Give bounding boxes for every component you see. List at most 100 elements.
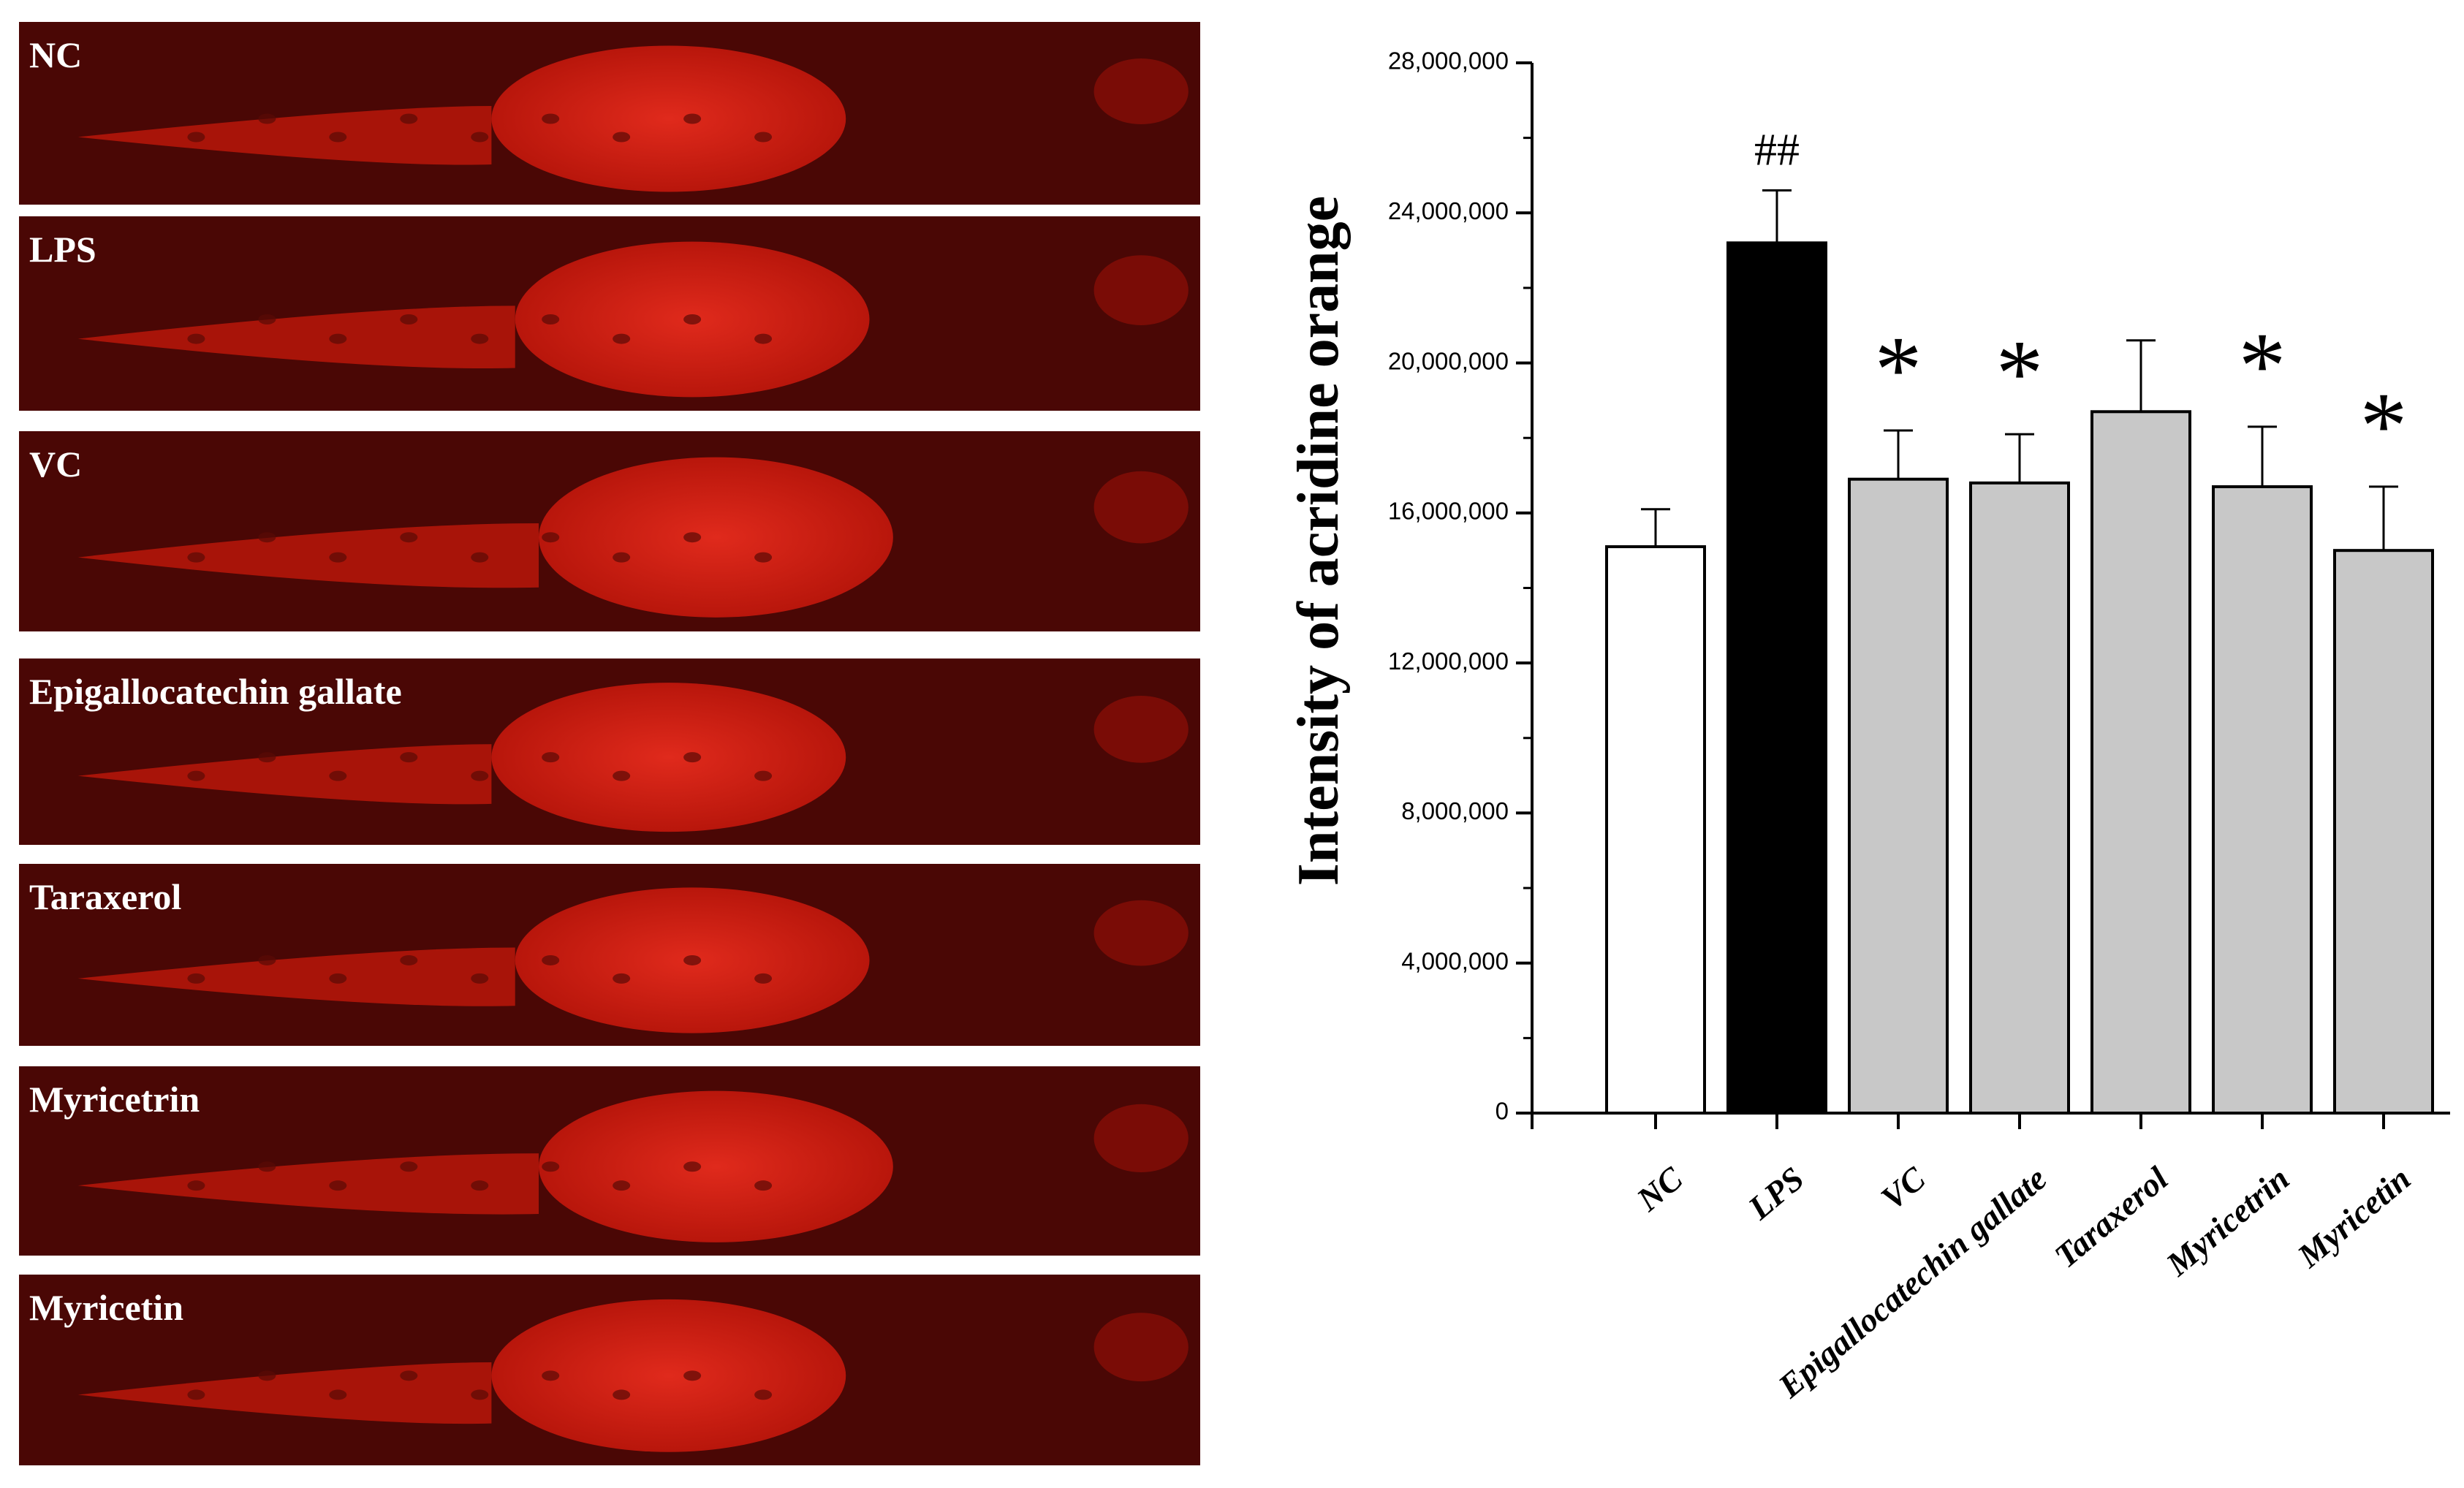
y-tick-label: 4,000,000 — [1401, 947, 1509, 974]
pigment-spot — [187, 1389, 205, 1400]
image-panel: LPS — [19, 216, 1200, 411]
pigment-spot — [329, 333, 347, 344]
bar — [1726, 241, 1827, 1115]
fish-head — [1093, 1104, 1189, 1173]
pigment-spot — [754, 333, 773, 344]
panel-label: Myricetrin — [29, 1079, 200, 1120]
image-panel: VC — [19, 431, 1200, 631]
pigment-spot — [683, 954, 702, 965]
panel-label: Epigallocatechin gallate — [29, 671, 402, 712]
image-panel: Myricetin — [19, 1275, 1200, 1465]
significance-mark: * — [1996, 321, 2044, 426]
pigment-spot — [542, 1161, 560, 1172]
pigment-spot — [258, 113, 276, 124]
fish-tail — [77, 1153, 539, 1215]
y-tick-label: 20,000,000 — [1388, 347, 1509, 374]
pigment-spot — [471, 552, 489, 563]
pigment-spot — [187, 552, 205, 563]
y-axis-title: Intensity of acridine orange — [1286, 196, 1351, 886]
significance-mark: * — [2360, 373, 2408, 479]
fish-head — [1093, 900, 1189, 966]
pigment-spot — [258, 752, 276, 763]
pigment-spot — [754, 132, 773, 143]
bar — [2212, 485, 2313, 1115]
pigment-spot — [187, 770, 205, 781]
y-tick-label: 16,000,000 — [1388, 498, 1509, 525]
pigment-spot — [258, 1161, 276, 1172]
image-panel: NC — [19, 22, 1200, 205]
pigment-spot — [329, 132, 347, 143]
pigment-spot — [400, 314, 418, 324]
pigment-spot — [187, 132, 205, 143]
panel-label: Myricetin — [29, 1287, 183, 1328]
fish-yolk — [539, 457, 893, 618]
y-tick-label: 24,000,000 — [1388, 197, 1509, 224]
pigment-spot — [542, 532, 560, 543]
panel-label: LPS — [29, 229, 96, 270]
pigment-spot — [613, 1389, 631, 1400]
fish-tail — [77, 744, 492, 805]
pigment-spot — [683, 532, 702, 543]
y-tick-label: 28,000,000 — [1388, 48, 1509, 75]
panel-label: Taraxerol — [29, 876, 181, 917]
x-tick-label: Myricetin — [2290, 1160, 2417, 1275]
pigment-spot — [754, 552, 773, 563]
pigment-spot — [187, 1180, 205, 1191]
x-tick-label: NC — [1629, 1159, 1691, 1219]
bar — [2090, 410, 2191, 1115]
pigment-spot — [613, 552, 631, 563]
bar — [1969, 481, 2070, 1115]
pigment-spot — [258, 314, 276, 324]
pigment-spot — [400, 1161, 418, 1172]
pigment-spot — [613, 973, 631, 984]
image-panel: Taraxerol — [19, 864, 1200, 1046]
pigment-spot — [187, 333, 205, 344]
fish-head — [1093, 58, 1189, 124]
pigment-spot — [542, 752, 560, 763]
pigment-spot — [754, 973, 773, 984]
pigment-spot — [683, 1370, 702, 1381]
pigment-spot — [400, 954, 418, 965]
fish-tail — [77, 523, 539, 588]
pigment-spot — [613, 1180, 631, 1191]
pigment-spot — [258, 532, 276, 543]
panel-label: NC — [29, 34, 82, 75]
significance-mark: * — [2239, 314, 2286, 419]
pigment-spot — [329, 1180, 347, 1191]
fish-tail — [77, 106, 492, 165]
pigment-spot — [471, 132, 489, 143]
fish-yolk — [491, 683, 846, 832]
pigment-spot — [400, 532, 418, 543]
x-tick-label: Taraxerol — [2047, 1159, 2175, 1275]
pigment-spot — [754, 770, 773, 781]
image-panel: Myricetrin — [19, 1066, 1200, 1256]
fish-head — [1093, 1313, 1189, 1382]
pigment-spot — [613, 132, 631, 143]
fish-head — [1093, 471, 1189, 544]
pigment-spot — [754, 1180, 773, 1191]
pigment-spot — [683, 113, 702, 124]
bar — [2333, 549, 2434, 1115]
pigment-spot — [329, 770, 347, 781]
fish-yolk — [491, 1299, 846, 1452]
fish-yolk — [539, 1090, 893, 1242]
pigment-spot — [258, 954, 276, 965]
pigment-spot — [400, 1370, 418, 1381]
pigment-spot — [683, 1161, 702, 1172]
significance-mark: ## — [1754, 125, 1800, 175]
x-tick-label: LPS — [1740, 1160, 1811, 1227]
significance-mark: * — [1875, 317, 1922, 422]
bar-chart: Intensity of acridine orange 0 4,000,000 8… — [1286, 48, 2450, 1405]
pigment-spot — [754, 1389, 773, 1400]
pigment-spot — [683, 752, 702, 763]
pigment-spot — [471, 770, 489, 781]
pigment-spot — [471, 1180, 489, 1191]
bar — [1605, 545, 1706, 1115]
x-tick-label: Myricetrin — [2158, 1160, 2296, 1283]
pigment-spot — [613, 333, 631, 344]
fish-yolk — [491, 45, 846, 192]
pigment-spot — [542, 314, 560, 324]
x-tick-label: VC — [1874, 1159, 1933, 1217]
pigment-spot — [683, 314, 702, 324]
